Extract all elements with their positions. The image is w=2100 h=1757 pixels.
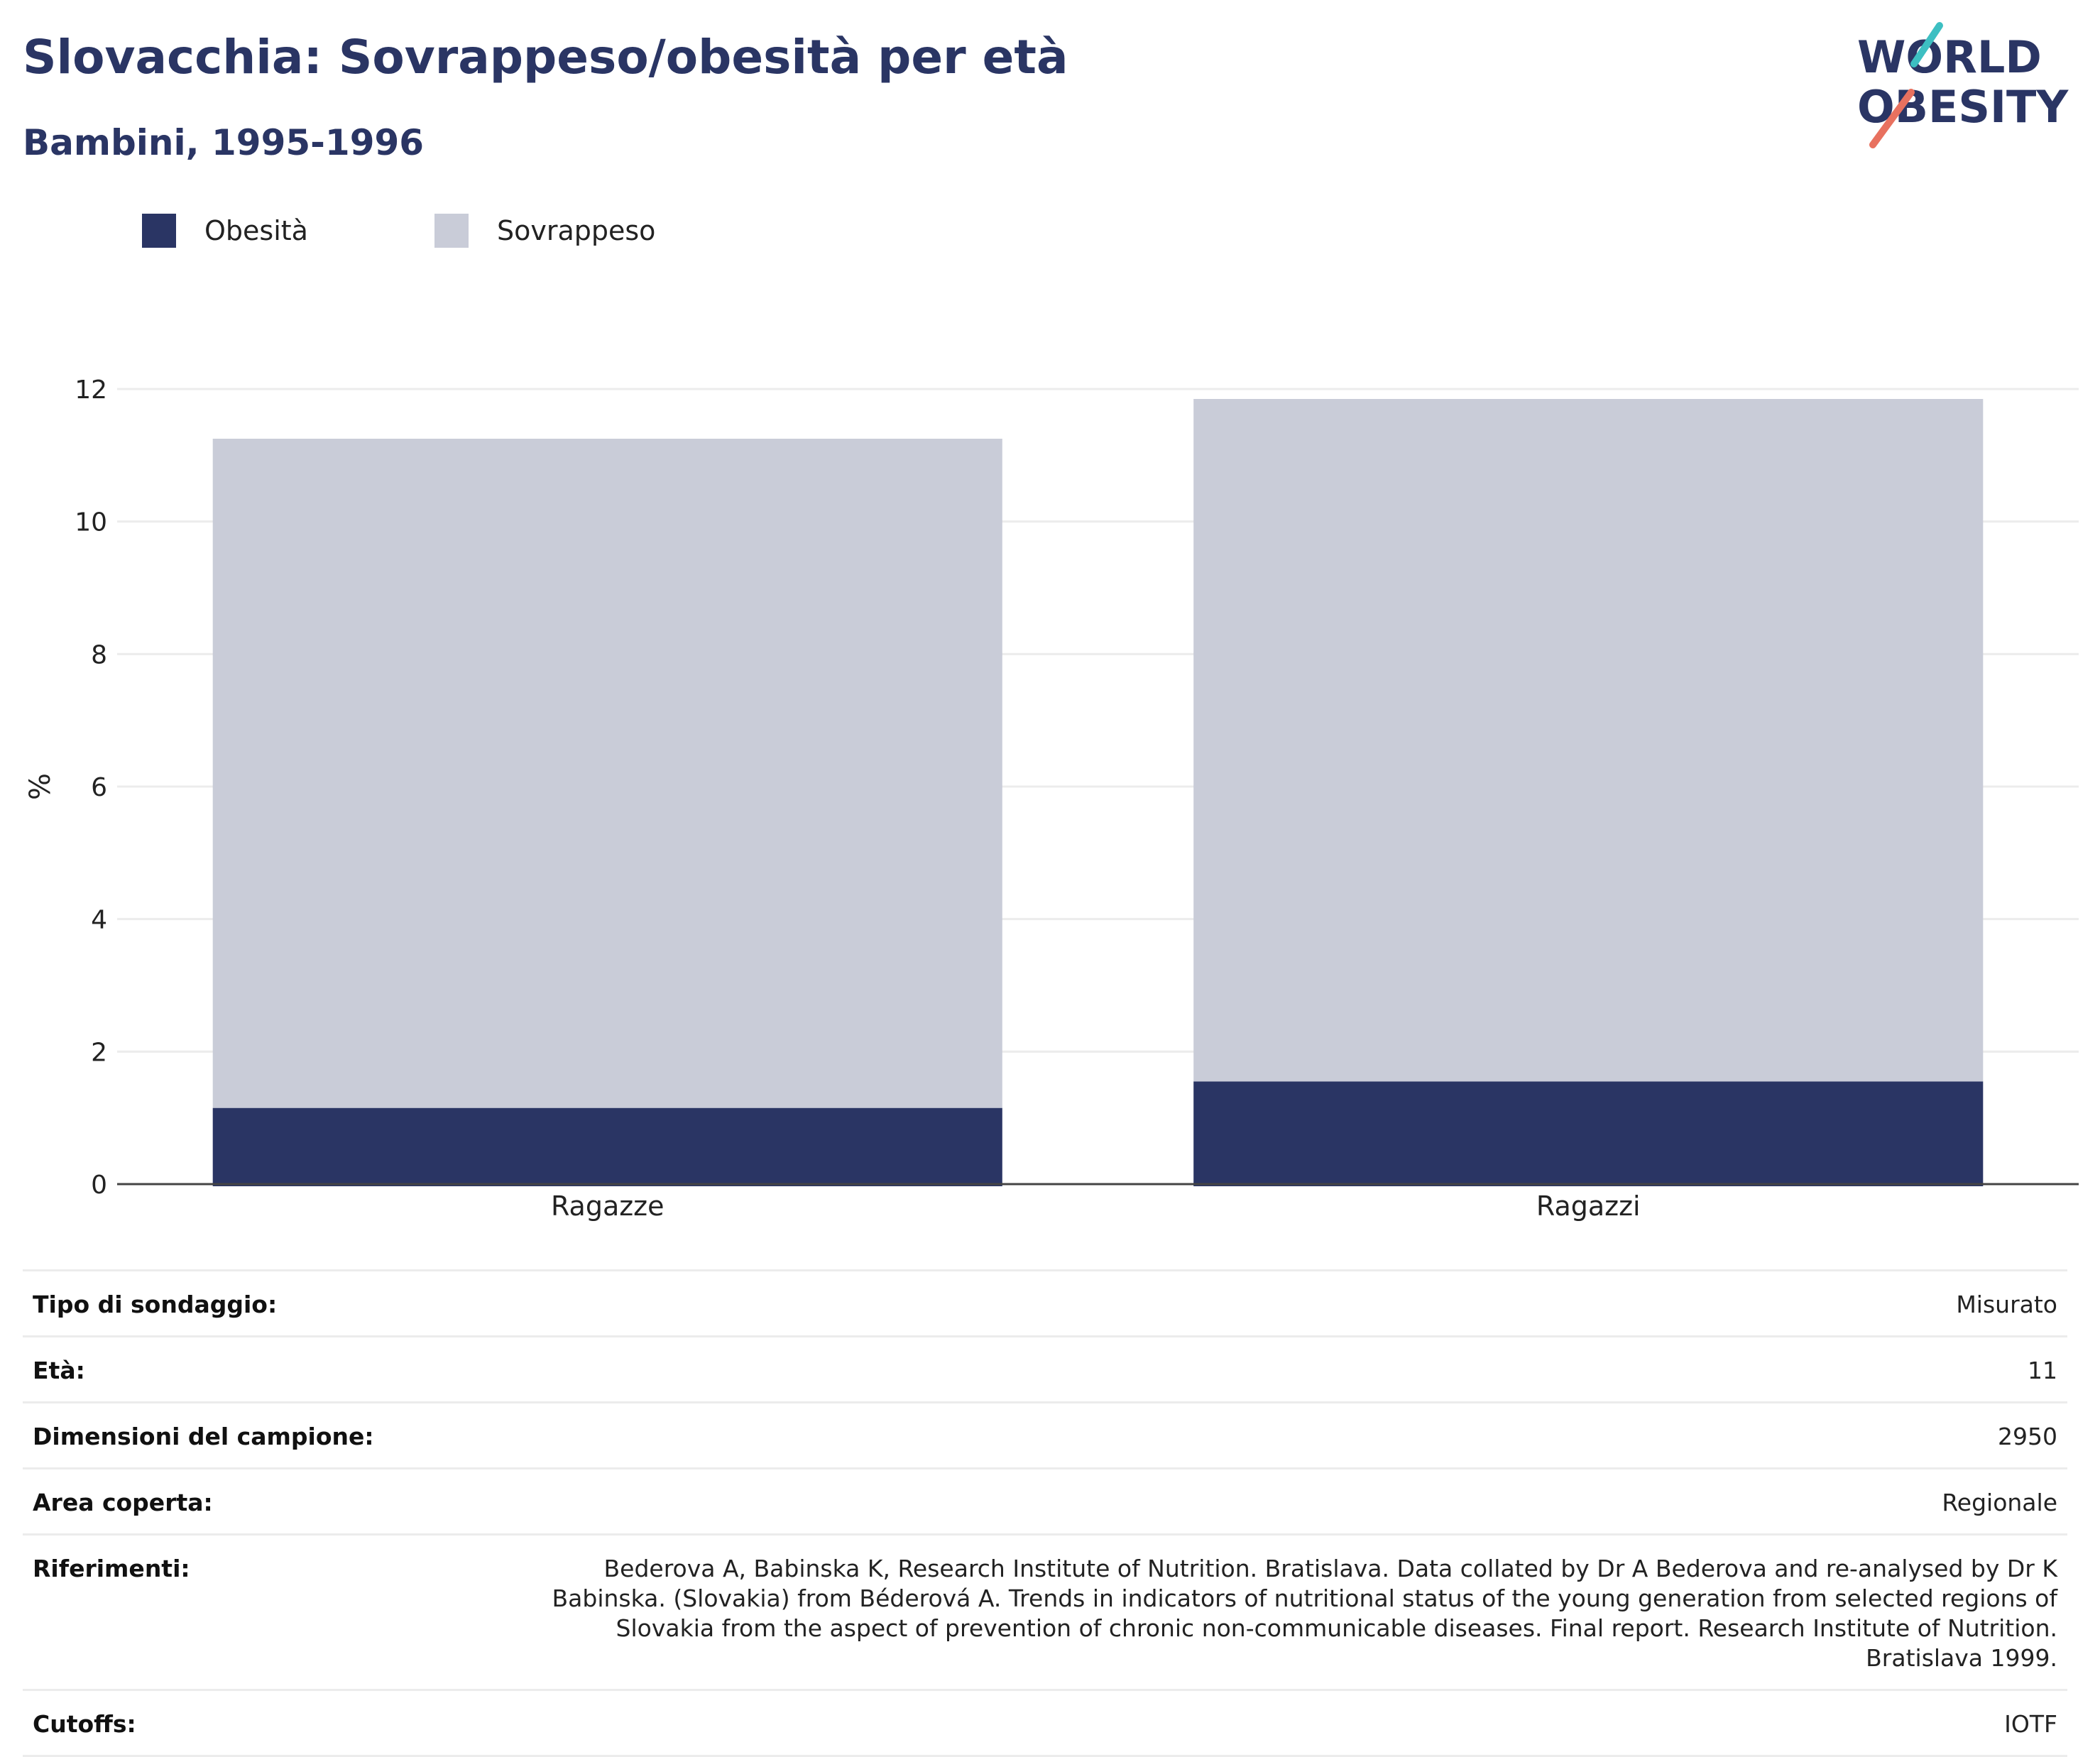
info-label: Tipo di sondaggio: bbox=[33, 1291, 278, 1318]
info-row-references: Riferimenti: Bederova A, Babinska K, Res… bbox=[23, 1536, 2067, 1691]
info-value: 2950 bbox=[1998, 1423, 2057, 1450]
info-row-survey-type: Tipo di sondaggio: Misurato bbox=[23, 1271, 2067, 1337]
legend-label-sovrappeso: Sovrappeso bbox=[497, 215, 656, 246]
stacked-bar-chart: 0 2 4 6 8 10 12% Ragazze Ragazzi bbox=[24, 376, 2079, 1222]
legend-swatch-sovrappeso bbox=[434, 214, 469, 248]
chart-title: Slovacchia: Sovrappeso/obesità per età bbox=[23, 30, 1068, 84]
legend-item-obesita[interactable]: Obesità bbox=[142, 212, 308, 250]
info-value: 11 bbox=[2028, 1357, 2057, 1384]
info-value: Regionale bbox=[1942, 1489, 2057, 1516]
bar-obesit-ragazze bbox=[212, 1107, 1002, 1186]
info-row-area: Area coperta: Regionale bbox=[23, 1469, 2067, 1536]
logo-slash-red bbox=[1869, 89, 1915, 148]
world-obesity-logo: WORLD OBESITY bbox=[1857, 22, 2069, 148]
legend-item-sovrappeso[interactable]: Sovrappeso bbox=[434, 212, 655, 250]
info-row-sample-size: Dimensioni del campione: 2950 bbox=[23, 1403, 2067, 1469]
y-tick-label: 0 bbox=[91, 1171, 107, 1200]
info-value: Misurato bbox=[1956, 1291, 2057, 1318]
x-tick-label: Ragazzi bbox=[1536, 1191, 1641, 1222]
logo-line2: OBESITY bbox=[1857, 81, 2069, 133]
info-label: Area coperta: bbox=[33, 1489, 213, 1516]
info-label: Riferimenti: bbox=[33, 1555, 190, 1582]
y-tick-label: 8 bbox=[91, 640, 107, 669]
info-value: IOTF bbox=[2004, 1710, 2057, 1738]
y-tick-label: 4 bbox=[91, 906, 107, 935]
info-value: Bederova A, Babinska K, Research Institu… bbox=[552, 1555, 2057, 1672]
legend-label-obesita: Obesità bbox=[204, 215, 308, 246]
y-axis-label: % bbox=[24, 773, 57, 800]
y-tick-label: 2 bbox=[91, 1038, 107, 1067]
logo-line1: WORLD bbox=[1857, 31, 2042, 83]
info-row-cutoffs: Cutoffs: IOTF bbox=[23, 1691, 2067, 1757]
info-table: Tipo di sondaggio: Misurato Età: 11 Dime… bbox=[23, 1269, 2067, 1757]
y-tick-label: 10 bbox=[75, 508, 107, 537]
x-tick-label: Ragazze bbox=[551, 1191, 665, 1222]
logo-slash-teal bbox=[1910, 22, 1943, 67]
info-label: Dimensioni del campione: bbox=[33, 1423, 374, 1450]
y-tick-label: 12 bbox=[75, 376, 107, 405]
bar-sovrappeso-ragazze bbox=[212, 439, 1002, 1108]
chart-subtitle: Bambini, 1995-1996 bbox=[23, 122, 425, 163]
y-tick-label: 6 bbox=[91, 773, 107, 802]
info-label: Età: bbox=[33, 1357, 85, 1384]
info-row-age: Età: 11 bbox=[23, 1337, 2067, 1403]
legend-swatch-obesita bbox=[142, 214, 176, 248]
info-label: Cutoffs: bbox=[33, 1710, 136, 1738]
bar-obesit-ragazzi bbox=[1193, 1081, 1984, 1186]
bar-sovrappeso-ragazzi bbox=[1193, 399, 1984, 1082]
